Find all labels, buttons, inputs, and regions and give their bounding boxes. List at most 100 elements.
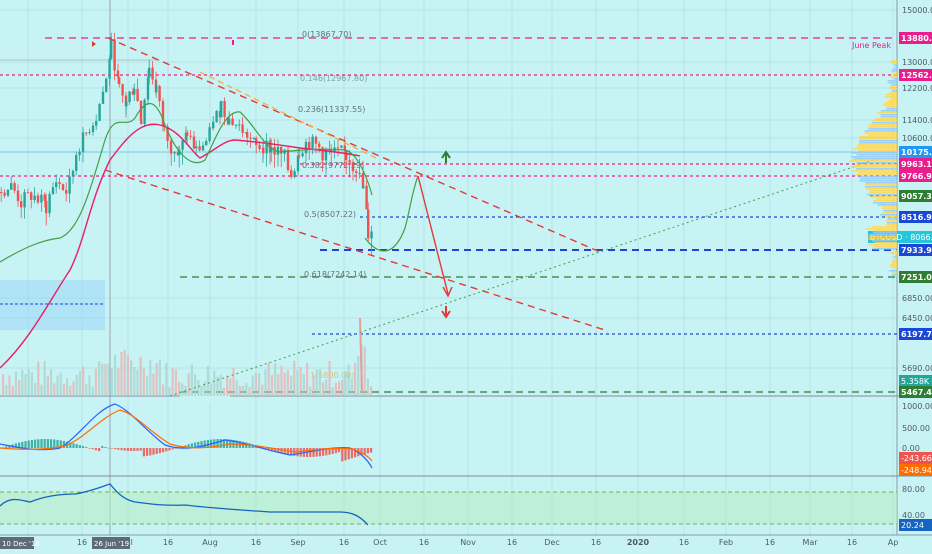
price-label-10: 5467.45 (901, 388, 932, 397)
candle-body (208, 127, 211, 141)
macd-hist-bar (350, 448, 353, 459)
price-tick-0: 15000.00 (902, 6, 932, 15)
volume-bar (78, 371, 81, 396)
macd-hist-bar (280, 448, 283, 454)
macd-hist-bar (114, 448, 117, 450)
macd-hist-bar (78, 445, 81, 448)
macd-hist-bar (277, 448, 280, 453)
price-label-box-4 (899, 170, 932, 182)
volume-profile-bar (859, 176, 897, 178)
volume-bar (293, 360, 296, 396)
macd-hist-bar (149, 448, 152, 456)
volume-bar (299, 366, 302, 396)
volume-bar (88, 375, 91, 396)
candle-body (234, 124, 238, 126)
volume-bar (302, 373, 305, 396)
volume-bar (267, 362, 270, 396)
volume-bar (168, 387, 171, 396)
rsi-line (0, 483, 369, 526)
macd-hist-bar (40, 439, 43, 448)
candle-body (155, 85, 158, 93)
volume-bar (142, 368, 145, 396)
volume-profile-bar (891, 84, 897, 86)
volume-profile-bar (870, 196, 897, 198)
volume-bar (286, 370, 289, 396)
candle-body (13, 183, 16, 191)
crosshair-date-label: 26 Jun '19 (94, 540, 129, 548)
macd-hist-bar (146, 448, 149, 456)
volume-profile-bar (892, 60, 897, 62)
time-tick-7: 16 (339, 538, 349, 547)
volume-profile-bar (880, 110, 897, 112)
price-label-2: 10175.69 (901, 148, 932, 157)
macd-hist-bar (75, 444, 78, 448)
volume-bar (27, 369, 30, 396)
candle-body (0, 191, 3, 193)
candle-body (186, 132, 189, 136)
volume-bar (216, 376, 219, 396)
volume-bar (171, 368, 174, 396)
candle-body (198, 146, 201, 151)
candle-body (88, 132, 91, 134)
volume-bar (213, 370, 216, 396)
volume-bar (277, 374, 280, 396)
volume-profile-bar (864, 184, 897, 186)
price-label-1: 12562.61 (901, 71, 932, 80)
candle-body (151, 67, 154, 80)
time-tick-5: 16 (251, 538, 261, 547)
macd-hist-bar (59, 440, 62, 448)
volume-profile-bar (867, 238, 897, 240)
volume-profile-bar (849, 160, 897, 162)
zone-spacer (180, 395, 230, 403)
fib-label-0.382: 0.382(9772.29) (302, 161, 364, 170)
macd-hist-bar (325, 448, 328, 456)
volume-bar (190, 364, 193, 396)
volume-profile-bar (888, 100, 897, 102)
volume-bar (370, 386, 373, 396)
time-tick-4: Aug (202, 538, 218, 547)
macd-hist-bar (187, 444, 190, 448)
volume-bar (366, 378, 369, 396)
volume-profile-bar (874, 242, 897, 244)
price-label-0: 13880.00 (901, 34, 932, 43)
macd-hist-bar (82, 446, 85, 448)
time-axis-bg (0, 535, 932, 550)
price-tick-6: 6450.00 (902, 314, 932, 323)
start-date-label: 10 Dec '18 (2, 540, 40, 548)
volume-bar (91, 386, 94, 396)
volume-profile-bar (882, 208, 897, 210)
volume-bar (34, 383, 37, 396)
macd-hist-bar (43, 439, 46, 448)
candle-body (324, 149, 328, 161)
volume-profile-bar (894, 72, 897, 74)
volume-bar (14, 371, 17, 396)
price-label-8: 7251.05 (901, 273, 932, 282)
volume-profile-bar (868, 244, 897, 246)
volume-bar (114, 355, 117, 396)
fib-label-0: 0(13867.70) (302, 30, 352, 39)
volume-profile-bar (873, 230, 897, 232)
volume-bar (174, 369, 177, 396)
volume-profile-bar (853, 148, 897, 150)
macd-hist-bar (27, 440, 30, 448)
candle-body (195, 146, 198, 149)
macd-panel (0, 403, 373, 469)
candle-body (169, 140, 173, 152)
volume-bar (258, 373, 261, 396)
macd-hist-bar (101, 446, 104, 448)
candle-body (75, 155, 78, 171)
candle-body (101, 91, 105, 104)
macd-hist-bar (14, 443, 17, 448)
volume-bar (350, 378, 353, 396)
volume-bar (104, 363, 107, 396)
macd-hist-bar (126, 448, 129, 451)
volume-bar (43, 361, 46, 396)
price-label-box-7 (899, 244, 932, 256)
volume-bar (210, 383, 213, 396)
price-label-6: 8516.94 (901, 213, 932, 222)
volume-profile-bar (893, 272, 897, 274)
volume-profile-bar (868, 236, 897, 238)
volume-bar (155, 363, 158, 396)
rsi-value-box (899, 519, 932, 531)
